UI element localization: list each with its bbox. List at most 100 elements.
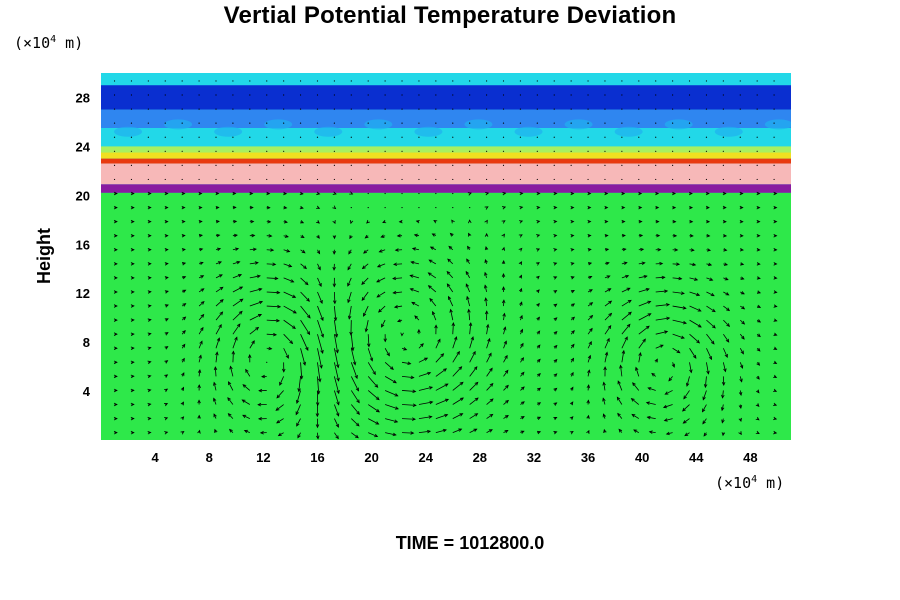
vector-arrowhead: [586, 399, 590, 404]
vector-arrowhead: [587, 233, 592, 238]
vector-arrowhead: [553, 205, 558, 210]
vector-arrow: [587, 355, 591, 363]
vector-dot: [266, 94, 268, 96]
vector-arrowhead: [267, 219, 272, 224]
vector-arrow: [435, 398, 449, 405]
vector-arrowhead: [710, 340, 715, 345]
vector-arrowhead: [427, 371, 432, 376]
vector-arrowhead: [520, 416, 525, 420]
vector-arrowhead: [147, 248, 152, 252]
vector-dot: [502, 150, 505, 152]
vector-arrowhead: [219, 299, 224, 303]
vector-arrowhead: [672, 191, 677, 196]
vector-arrow: [198, 301, 205, 307]
vector-arrowhead: [382, 219, 387, 224]
vector-arrowhead: [472, 350, 476, 355]
vector-arrow: [672, 277, 682, 280]
vector-arrowhead: [394, 248, 399, 252]
vector-arrowhead: [488, 352, 492, 357]
vector-arrowhead: [336, 412, 340, 417]
vector-arrowhead: [664, 330, 669, 334]
vector-dot: [485, 164, 488, 166]
vector-arrowhead: [756, 375, 760, 380]
vector-arrowhead: [332, 283, 337, 288]
vector-arrow: [702, 418, 707, 424]
vector-arrowhead: [200, 275, 205, 279]
vector-dot: [367, 80, 369, 82]
vector-dot: [553, 108, 555, 110]
vector-arrowhead: [520, 401, 525, 405]
vector-arrowhead: [603, 428, 607, 434]
vector-arrowhead: [466, 295, 470, 300]
vector-dot: [502, 94, 505, 96]
vector-arrowhead: [316, 205, 321, 209]
vector-dot: [164, 108, 166, 110]
vector-dot: [147, 136, 149, 138]
vector-dot: [587, 164, 589, 166]
vector-arrowhead: [316, 250, 321, 255]
vector-arrowhead: [553, 303, 558, 308]
vector-arrowhead: [648, 430, 653, 434]
vector-arrowhead: [181, 357, 185, 362]
vector-dot: [232, 108, 234, 110]
vector-arrowhead: [444, 383, 449, 387]
vector-dot: [485, 94, 488, 96]
vector-arrow: [381, 319, 386, 328]
vector-arrowhead: [292, 310, 297, 314]
vector-arrow: [418, 430, 431, 434]
vector-arrow: [249, 262, 259, 265]
vector-arrowhead: [739, 233, 744, 238]
vector-arrowhead: [449, 232, 454, 237]
vector-arrowhead: [431, 310, 436, 315]
vector-arrowhead: [130, 290, 135, 294]
vector-arrow: [486, 414, 493, 419]
vector-arrow: [739, 319, 745, 325]
y-unit-suffix: m): [56, 34, 84, 52]
vector-dot: [266, 361, 268, 363]
vector-dot: [418, 178, 420, 181]
vector-arrow: [232, 311, 243, 321]
vector-dot: [215, 178, 217, 181]
vector-dot: [215, 108, 217, 110]
vector-arrowhead: [276, 290, 281, 295]
vector-arrowhead: [721, 394, 725, 399]
vector-arrowhead: [724, 353, 728, 358]
vector-arrow: [350, 334, 354, 351]
vector-dot: [232, 136, 234, 138]
vector-arrow: [384, 362, 394, 370]
vector-arrowhead: [741, 335, 745, 340]
vector-arrowhead: [654, 358, 658, 363]
vector-arrowhead: [474, 413, 479, 417]
vector-arrowhead: [277, 432, 282, 437]
vector-arrowhead: [642, 338, 646, 343]
vector-arrowhead: [284, 234, 289, 238]
vector-arrow: [266, 277, 278, 279]
vector-arrow: [503, 327, 506, 335]
vector-dot: [773, 122, 775, 124]
vector-arrowhead: [724, 277, 729, 281]
vector-arrowhead: [414, 315, 419, 320]
vector-arrow: [296, 418, 301, 427]
vector-arrow: [635, 367, 640, 377]
vector-dot: [130, 178, 133, 181]
vector-dot: [485, 178, 488, 181]
vector-arrowhead: [553, 219, 558, 224]
vector-arrow: [317, 334, 324, 354]
vector-arrowhead: [536, 205, 541, 210]
vector-arrowhead: [470, 336, 474, 341]
vector-dot: [350, 108, 352, 110]
vector-arrow: [283, 333, 293, 344]
vector-arrowhead: [536, 191, 541, 196]
vector-arrowhead: [627, 299, 632, 304]
vector-dot: [435, 108, 437, 110]
vector-arrow: [469, 428, 477, 434]
vector-dot: [452, 122, 454, 124]
vector-dot: [536, 122, 538, 124]
vector-arrow: [333, 348, 339, 368]
vector-arrowhead: [276, 394, 281, 399]
vector-dot: [570, 150, 572, 152]
vector-arrowhead: [682, 320, 687, 325]
vector-arrowhead: [336, 364, 340, 369]
vector-dot: [604, 108, 606, 110]
vector-arrowhead: [380, 234, 385, 238]
